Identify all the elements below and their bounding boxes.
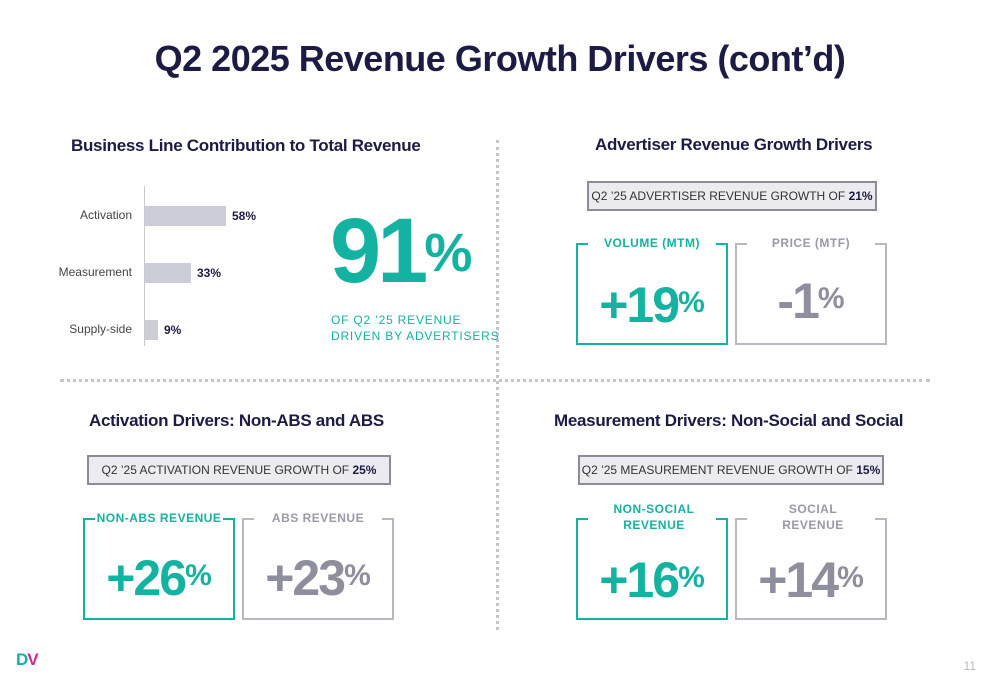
bar-value-label: 58%	[232, 209, 257, 223]
advertiser-title: Advertiser Revenue Growth Drivers	[595, 135, 873, 154]
advertiser-growth-banner: Q2 ’25 ADVERTISER REVENUE GROWTH OF 21%	[587, 181, 877, 211]
bar-value-label: 9%	[164, 323, 182, 337]
kpi-non-abs-number: +26	[106, 550, 187, 606]
kpi-abs-unit: %	[344, 559, 371, 592]
bar-category-label: Measurement	[58, 265, 132, 279]
kpi-social-label-line-1: SOCIAL	[788, 502, 838, 516]
activation-banner-value: 25%	[352, 463, 377, 477]
activation-banner-text: Q2 ’25 ACTIVATION REVENUE GROWTH OF	[101, 463, 353, 477]
kpi-social-number: +14	[758, 552, 839, 608]
kpi-non-social: NON-SOCIAL REVENUE +16%	[576, 501, 728, 620]
caption-line-2: DRIVEN BY ADVERTISERS	[331, 329, 500, 343]
kpi-abs-label: ABS REVENUE	[271, 511, 365, 525]
measurement-banner-value: 15%	[856, 463, 881, 477]
activation-title: Activation Drivers: Non-ABS and ABS	[89, 411, 384, 430]
kpi-non-abs-unit: %	[185, 559, 212, 592]
kpi-non-social-label: NON-SOCIAL REVENUE	[604, 501, 704, 533]
advertiser-share-number: 91	[330, 200, 428, 302]
bar-measurement	[145, 263, 191, 283]
business-line-title: Business Line Contribution to Total Reve…	[71, 136, 421, 155]
activation-growth-banner: Q2 ’25 ACTIVATION REVENUE GROWTH OF 25%	[87, 455, 391, 485]
kpi-non-abs-label: NON-ABS REVENUE	[96, 511, 222, 525]
kpi-non-social-value: +16%	[578, 552, 726, 608]
kpi-non-abs-value: +26%	[85, 550, 233, 606]
logo-v: V	[27, 650, 38, 669]
kpi-abs-number: +23	[265, 550, 346, 606]
kpi-social-label-line-2: REVENUE	[782, 518, 844, 532]
kpi-volume: VOLUME (MTM) +19%	[576, 236, 728, 345]
kpi-volume-number: +19	[599, 277, 680, 333]
kpi-social-unit: %	[837, 561, 864, 594]
bar-activation	[145, 206, 226, 226]
advertiser-share-value: 91%	[330, 205, 472, 297]
kpi-abs-value: +23%	[244, 550, 392, 606]
measurement-title: Measurement Drivers: Non-Social and Soci…	[554, 411, 904, 430]
bar-category-label: Supply-side	[69, 322, 132, 336]
kpi-abs: ABS REVENUE +23%	[242, 511, 394, 620]
kpi-volume-label: VOLUME (MTM)	[604, 236, 700, 250]
vertical-divider	[496, 140, 499, 630]
bar-value-label: 33%	[197, 266, 222, 280]
measurement-growth-banner: Q2 ’25 MEASUREMENT REVENUE GROWTH OF 15%	[578, 455, 884, 485]
kpi-social-value: +14%	[737, 552, 885, 608]
kpi-price: PRICE (MTF) -1%	[735, 236, 887, 345]
dv-logo: DV	[16, 650, 39, 670]
kpi-volume-value: +19%	[578, 277, 726, 333]
page-number: 11	[963, 659, 976, 673]
kpi-price-label: PRICE (MTF)	[771, 236, 851, 250]
bar-category-label: Activation	[79, 208, 132, 222]
kpi-price-value: -1%	[737, 273, 885, 329]
kpi-non-abs: NON-ABS REVENUE +26%	[83, 511, 235, 620]
advertiser-share-unit: %	[424, 223, 473, 283]
kpi-non-social-number: +16	[599, 552, 680, 608]
kpi-non-social-unit: %	[678, 561, 705, 594]
kpi-price-unit: %	[817, 282, 845, 315]
kpi-volume-unit: %	[678, 286, 705, 319]
advertiser-banner-text: Q2 ’25 ADVERTISER REVENUE GROWTH OF	[591, 189, 849, 203]
kpi-social-label: SOCIAL REVENUE	[768, 501, 858, 533]
horizontal-divider	[60, 379, 930, 382]
chart-axis	[144, 186, 145, 346]
logo-d: D	[16, 650, 28, 669]
kpi-non-social-label-line-2: REVENUE	[623, 518, 685, 532]
advertiser-banner-value: 21%	[848, 189, 873, 203]
page-title: Q2 2025 Revenue Growth Drivers (cont’d)	[154, 38, 846, 79]
kpi-non-social-label-line-1: NON-SOCIAL	[613, 502, 695, 516]
caption-line-1: OF Q2 ’25 REVENUE	[331, 313, 462, 327]
advertiser-share-caption: OF Q2 ’25 REVENUE DRIVEN BY ADVERTISERS	[331, 312, 499, 344]
measurement-banner-text: Q2 ’25 MEASUREMENT REVENUE GROWTH OF	[581, 463, 857, 477]
kpi-price-number: -1	[777, 273, 819, 329]
bar-supply-side	[145, 320, 158, 340]
kpi-social: SOCIAL REVENUE +14%	[735, 501, 887, 620]
